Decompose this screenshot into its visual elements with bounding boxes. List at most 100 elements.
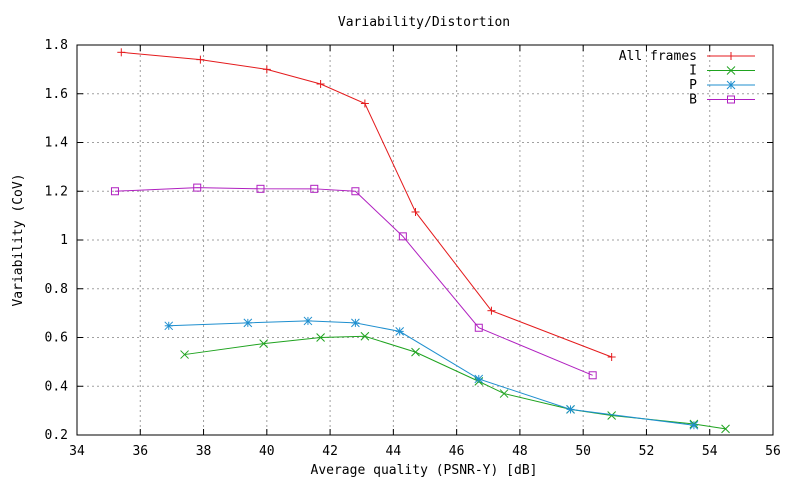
marker-stroke — [360, 331, 370, 341]
y-tick-label: 1.2 — [45, 184, 68, 199]
data-point-marker — [566, 405, 575, 414]
marker-stroke — [607, 411, 617, 420]
series-line-b — [114, 187, 593, 376]
data-point-marker — [411, 347, 420, 357]
data-point-marker — [164, 321, 174, 331]
data-point-marker — [196, 55, 205, 64]
legend-item: P — [689, 78, 755, 93]
series-i — [180, 331, 730, 434]
data-point-marker — [262, 65, 271, 74]
data-point-marker — [256, 184, 265, 193]
marker-stroke — [243, 318, 253, 328]
data-point-marker — [607, 353, 616, 361]
x-tick-label: 48 — [512, 444, 528, 459]
x-axis-label: Average quality (PSNR-Y) [dB] — [311, 463, 538, 478]
data-point-marker — [411, 207, 420, 216]
data-point-marker — [726, 80, 736, 90]
axis-ticks: 34 36 38 40 42 44 46 48 50 52 54 56 0.2 0.4 0.6 0.8 1 1.2… — [45, 38, 781, 459]
data-point-marker — [259, 339, 269, 348]
marker-square — [474, 323, 483, 332]
x-tick-label: 56 — [765, 444, 781, 459]
chart-title: Variability/Distortion — [338, 15, 510, 30]
marker-square — [351, 187, 360, 196]
data-point-marker — [727, 52, 735, 60]
data-point-marker — [351, 318, 360, 328]
marker-stroke — [566, 405, 575, 414]
marker-stroke — [351, 318, 360, 328]
data-point-marker — [487, 306, 496, 315]
x-tick-label: 50 — [575, 444, 591, 459]
marker-square — [588, 371, 597, 380]
marker-stroke — [259, 339, 269, 348]
x-tick-label: 42 — [322, 444, 338, 459]
marker-square — [727, 95, 735, 104]
x-tick-label: 52 — [639, 444, 655, 459]
data-point-marker — [395, 327, 405, 336]
legend-item: I — [689, 64, 755, 79]
marker-square — [398, 232, 407, 241]
data-point-marker — [726, 66, 736, 75]
data-point-marker — [727, 95, 735, 104]
marker-stroke — [164, 321, 174, 331]
data-point-marker — [360, 331, 370, 341]
x-tick-label: 38 — [196, 444, 212, 459]
data-point-marker — [316, 80, 325, 88]
data-point-marker — [193, 183, 202, 192]
legend-label: I — [689, 64, 697, 79]
legend-label: All frames — [619, 49, 697, 64]
marker-stroke — [316, 333, 325, 342]
data-point-marker — [110, 187, 119, 196]
y-tick-label: 0.4 — [45, 379, 69, 394]
y-tick-label: 0.2 — [45, 428, 68, 443]
marker-stroke — [726, 66, 736, 75]
series-all-frames — [117, 48, 616, 361]
marker-stroke — [726, 80, 736, 90]
series-b — [110, 183, 597, 380]
y-tick-label: 1.8 — [45, 38, 68, 53]
legend-label: P — [689, 78, 697, 93]
series-line-i — [184, 335, 726, 430]
data-point-marker — [499, 389, 509, 398]
marker-square — [110, 187, 119, 196]
legend-label: B — [689, 93, 697, 108]
data-point-marker — [474, 374, 484, 384]
data-point-marker — [474, 323, 483, 332]
x-tick-label: 40 — [259, 444, 275, 459]
x-tick-label: 46 — [449, 444, 465, 459]
data-point-marker — [180, 350, 189, 359]
marker-stroke — [474, 374, 484, 384]
marker-stroke — [499, 389, 509, 398]
data-point-marker — [721, 424, 730, 434]
marker-stroke — [180, 350, 189, 359]
x-tick-label: 36 — [132, 444, 148, 459]
data-point-marker — [588, 371, 597, 380]
data-point-marker — [310, 184, 319, 193]
data-point-marker — [351, 187, 360, 196]
series-layer — [110, 48, 730, 434]
y-axis-label: Variability (CoV) — [11, 173, 26, 306]
data-point-marker — [243, 318, 253, 328]
legend-item: B — [689, 93, 755, 108]
marker-stroke — [721, 424, 730, 434]
data-point-marker — [316, 333, 325, 342]
y-tick-label: 0.6 — [45, 331, 68, 346]
data-point-marker — [398, 232, 407, 241]
y-tick-label: 1.4 — [45, 136, 69, 151]
series-p — [164, 316, 699, 430]
data-point-marker — [360, 99, 369, 108]
marker-stroke — [303, 316, 313, 326]
y-tick-label: 1.6 — [45, 87, 68, 102]
x-tick-label: 44 — [386, 444, 402, 459]
data-point-marker — [607, 411, 617, 420]
grid — [77, 45, 773, 435]
marker-square — [193, 183, 202, 192]
y-tick-label: 1 — [60, 233, 68, 248]
marker-square — [256, 184, 265, 193]
x-tick-label: 34 — [69, 444, 85, 459]
marker-stroke — [411, 347, 420, 357]
marker-stroke — [689, 420, 699, 430]
marker-square — [310, 184, 319, 193]
series-line-all-frames — [121, 51, 612, 358]
